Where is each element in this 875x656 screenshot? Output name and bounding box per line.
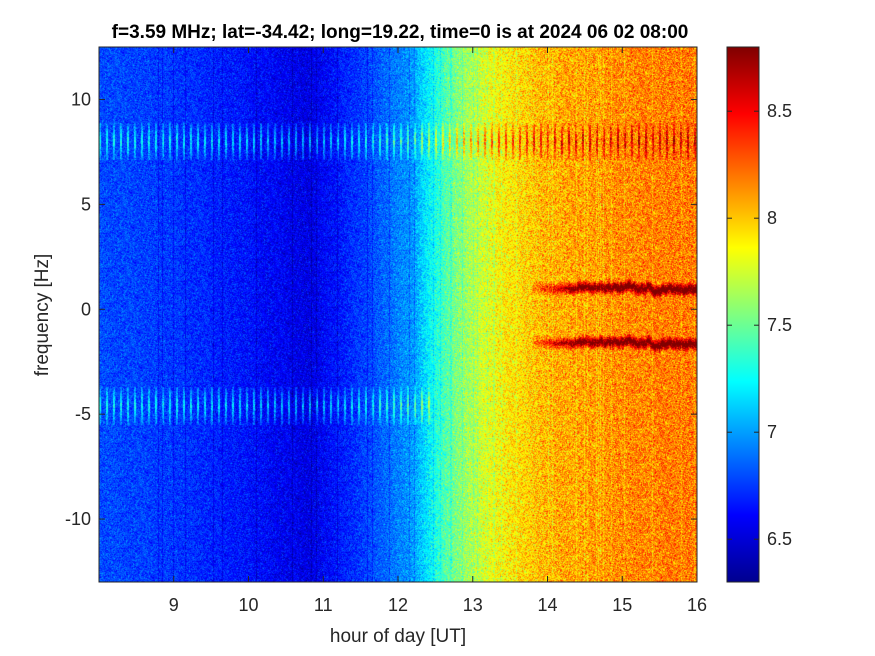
x-axis-title: hour of day [UT] bbox=[330, 626, 466, 647]
heatmap-area bbox=[99, 47, 697, 582]
y-tick-label: 10 bbox=[71, 89, 91, 109]
colorbar-tick-label: 7.5 bbox=[767, 315, 792, 335]
x-tick-label: 13 bbox=[463, 595, 483, 615]
x-tick-label: 14 bbox=[537, 595, 557, 615]
colorbar bbox=[726, 46, 760, 583]
y-tick-label: 0 bbox=[81, 299, 91, 319]
colorbar-axis: 8.5 8 7.5 7 6.5 bbox=[727, 101, 792, 549]
y-tick-label: -10 bbox=[65, 509, 91, 529]
x-tick-label: 11 bbox=[314, 595, 333, 615]
x-tick-label: 16 bbox=[687, 595, 707, 615]
x-tick-label: 15 bbox=[612, 595, 632, 615]
colorbar-tick-label: 8 bbox=[767, 208, 777, 228]
colorbar-tick-label: 6.5 bbox=[767, 529, 792, 549]
y-axis: 10 5 0 -5 -10 bbox=[65, 89, 697, 529]
x-tick-label: 12 bbox=[388, 595, 408, 615]
y-tick-label: -5 bbox=[75, 404, 91, 424]
colorbar-tick-label: 7 bbox=[767, 422, 777, 442]
x-axis: 9 10 11 12 13 14 15 16 bbox=[169, 47, 707, 615]
chart-title: f=3.59 MHz; lat=-34.42; long=19.22, time… bbox=[112, 22, 689, 43]
x-tick-label: 10 bbox=[238, 595, 258, 615]
y-tick-label: 5 bbox=[81, 194, 91, 214]
y-axis-title: frequency [Hz] bbox=[32, 254, 53, 377]
heatmap-canvas bbox=[99, 47, 697, 582]
x-tick-label: 9 bbox=[169, 595, 179, 615]
colorbar-tick-label: 8.5 bbox=[767, 101, 792, 121]
